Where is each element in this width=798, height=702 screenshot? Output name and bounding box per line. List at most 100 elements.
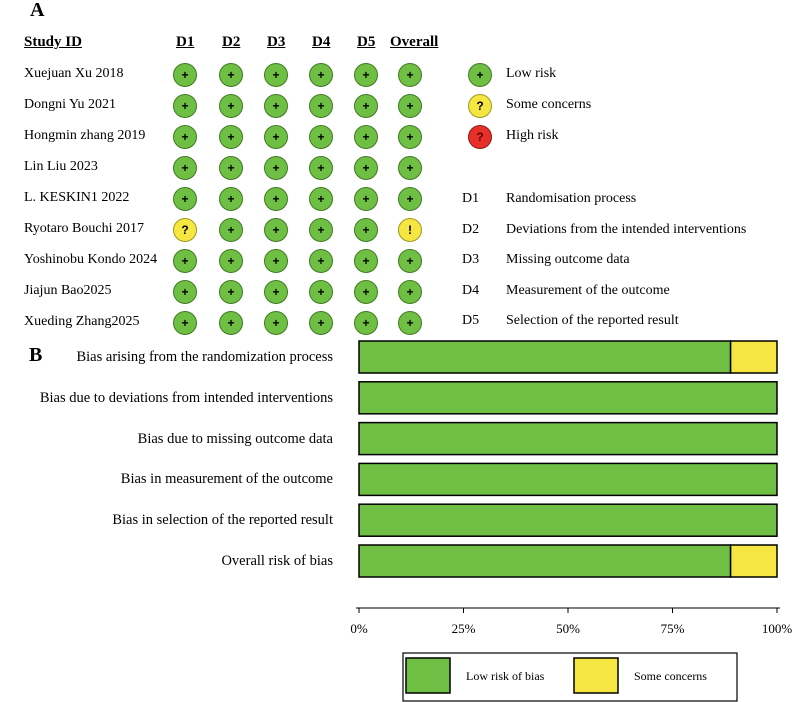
rating-dot-low: + [264,187,288,211]
rating-dot-some: ? [173,218,197,242]
rating-dot-low: + [264,94,288,118]
bar-segment-low [358,381,778,415]
header-d2: D2 [222,34,241,50]
rating-dot-low: + [309,187,333,211]
bar-category-label: Bias due to missing outcome data [137,430,333,447]
rating-dot-low: + [309,280,333,304]
rating-dot-low: + [219,311,243,335]
overall-dot-low: + [398,94,422,118]
rating-dot-low: + [264,156,288,180]
overall-dot-low: + [398,280,422,304]
overall-dot-low: + [398,249,422,273]
rating-dot-low: + [219,94,243,118]
bar-segment-low [358,544,732,578]
rating-dot-low: + [173,94,197,118]
rating-dot-low: + [309,94,333,118]
rating-dot-low: + [219,187,243,211]
rating-dot-low: + [219,63,243,87]
legend-dot-low: + [468,63,492,87]
rating-dot-low: + [354,187,378,211]
rating-dot-low: + [173,63,197,87]
bar-segment-low [358,340,732,374]
study-name: Yoshinobu Kondo 2024 [24,252,158,267]
header-d4: D4 [312,34,331,50]
overall-dot-low: + [398,187,422,211]
rating-dot-low: + [309,249,333,273]
rating-dot-low: + [309,156,333,180]
legend-box [402,652,738,702]
rating-dot-low: + [173,280,197,304]
rating-dot-low: + [309,218,333,242]
rating-dot-low: + [309,125,333,149]
panel-b-label: B [29,344,43,366]
panel-a-label: A [30,0,45,21]
overall-dot-some: ! [398,218,422,242]
bar-segment-low [358,503,778,537]
rating-dot-low: + [219,249,243,273]
rating-dot-low: + [264,280,288,304]
bar-segment-low [358,421,778,456]
rating-dot-low: + [264,249,288,273]
legend-swatch-some [573,657,619,694]
legend-dot-some: ? [468,94,492,118]
overall-dot-low: + [398,125,422,149]
overall-dot-low: + [398,63,422,87]
rating-dot-low: + [173,249,197,273]
rating-dot-low: + [309,311,333,335]
rating-dot-low: + [309,63,333,87]
legend-label-low-risk-of-bias: Low risk of bias [466,669,545,683]
x-tick-label: 25% [451,621,476,636]
rating-dot-low: + [354,280,378,304]
rating-dot-low: + [173,156,197,180]
domain-code-d4: D4 [462,282,480,298]
rating-dot-low: + [173,311,197,335]
study-name: Dongni Yu 2021 [24,97,117,112]
bar-segment-low [358,462,778,497]
legend-label-some: Some concerns [506,97,592,112]
domain-label-d4: Measurement of the outcome [506,282,670,298]
study-name: L. KESKIN1 2022 [24,190,130,205]
domain-code-d2: D2 [462,221,480,237]
x-tick-label: 75% [660,621,685,636]
x-tick-label: 100% [761,621,793,636]
study-name: Jiajun Bao2025 [24,283,112,298]
domain-label-d1: Randomisation process [506,191,637,206]
header-study-id: Study ID [24,34,82,50]
header-d5: D5 [357,34,376,50]
study-name: Ryotaro Bouchi 2017 [24,221,144,236]
header-overall: Overall [390,34,439,50]
bar-segment-some [729,544,778,578]
rating-dot-low: + [354,249,378,273]
bar-category-label: Overall risk of bias [221,553,333,569]
rating-dot-low: + [219,280,243,304]
rating-dot-low: + [354,156,378,180]
rating-dot-low: + [264,218,288,242]
rating-dot-low: + [219,156,243,180]
legend-label-high: High risk [506,128,559,143]
overall-dot-low: + [398,156,422,180]
rating-dot-low: + [354,63,378,87]
study-name: Xueding Zhang2025 [24,314,140,329]
x-tick-label: 0% [350,621,368,636]
study-name: Hongmin zhang 2019 [24,128,146,143]
rating-dot-low: + [354,311,378,335]
rating-dot-low: + [219,125,243,149]
header-d3: D3 [267,34,286,50]
legend-dot-high: ? [468,125,492,149]
study-name: Lin Liu 2023 [24,159,98,174]
rating-dot-low: + [264,63,288,87]
rating-dot-low: + [173,125,197,149]
rating-dot-low: + [219,218,243,242]
domain-code-d5: D5 [462,313,480,328]
domain-label-d5: Selection of the reported result [506,313,679,328]
domain-label-d3: Missing outcome data [506,252,630,267]
legend-label-some-concerns: Some concerns [634,669,707,683]
bar-segment-some [729,340,778,374]
header-d1: D1 [176,34,195,50]
rating-dot-low: + [354,94,378,118]
legend-label-low: Low risk [506,66,557,81]
domain-label-d2: Deviations from the intended interventio… [506,221,747,237]
rating-dot-low: + [264,125,288,149]
